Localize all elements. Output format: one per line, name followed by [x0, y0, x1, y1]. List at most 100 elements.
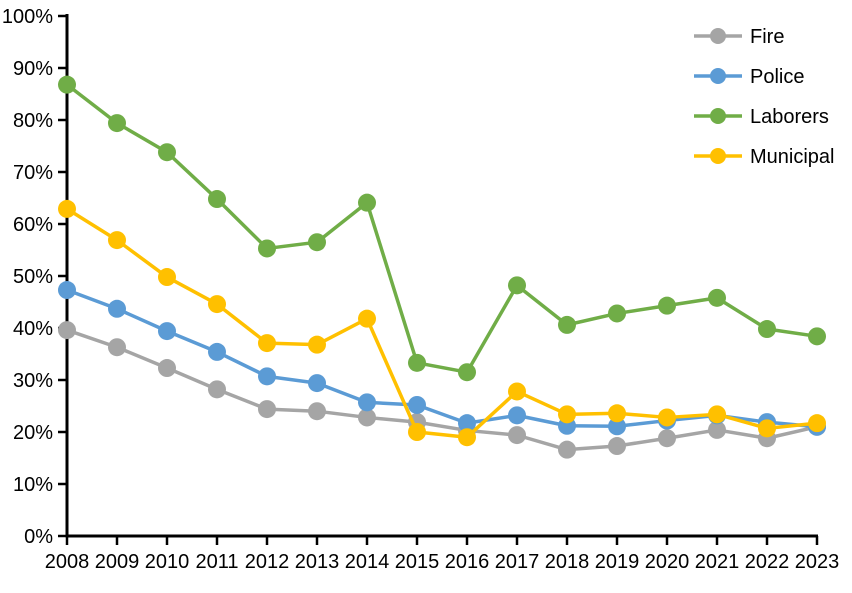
y-tick-label: 50%: [13, 266, 53, 288]
data-point-municipal-2022: [758, 419, 776, 438]
y-tick-label: 40%: [13, 318, 53, 340]
legend-item-police: Police: [694, 66, 804, 88]
series-line-police: [65, 288, 819, 429]
x-tick-label: 2014: [345, 551, 390, 573]
data-point-police-2013: [308, 374, 326, 393]
data-point-municipal-2013: [308, 335, 326, 354]
legend-item-laborers: Laborers: [694, 106, 829, 128]
legend: Fire Police Laborers Municipal: [694, 26, 834, 168]
series-line-fire: [65, 328, 819, 452]
data-point-fire-2009: [108, 338, 126, 357]
legend-marker-fire-icon: [710, 28, 726, 44]
data-point-laborers-2012: [258, 239, 276, 258]
data-point-fire-2012: [258, 400, 276, 419]
legend-item-municipal: Municipal: [694, 146, 834, 168]
data-point-municipal-2017: [508, 382, 526, 401]
data-point-municipal-2020: [658, 408, 676, 427]
data-point-fire-2021: [708, 420, 726, 439]
data-point-laborers-2016: [458, 363, 476, 382]
x-tick-label: 2023: [795, 551, 840, 573]
data-point-municipal-2011: [208, 295, 226, 314]
axes: [65, 14, 818, 538]
x-tick-label: 2015: [395, 551, 440, 573]
data-point-municipal-2021: [708, 405, 726, 424]
data-point-police-2016: [458, 414, 476, 433]
series-line-laborers: [65, 82, 819, 374]
data-point-laborers-2011: [208, 190, 226, 209]
data-point-laborers-2019: [608, 304, 626, 323]
data-point-municipal-2008: [58, 199, 76, 218]
data-point-police-2009: [108, 299, 126, 318]
data-point-municipal-2009: [108, 231, 126, 250]
data-point-fire-2018: [558, 440, 576, 459]
data-point-laborers-2014: [358, 193, 376, 212]
data-point-laborers-2021: [708, 288, 726, 307]
y-tick-label: 0%: [24, 526, 53, 548]
data-point-police-2011: [208, 342, 226, 361]
y-tick-label: 70%: [13, 162, 53, 184]
data-point-laborers-2008: [58, 75, 76, 94]
data-point-laborers-2022: [758, 320, 776, 339]
series-municipal: [58, 199, 826, 447]
data-point-police-2015: [408, 395, 426, 414]
data-point-fire-2017: [508, 426, 526, 445]
data-point-municipal-2012: [258, 334, 276, 353]
data-point-police-2017: [508, 406, 526, 425]
data-point-municipal-2018: [558, 405, 576, 424]
data-point-laborers-2010: [158, 143, 176, 162]
x-tick-label: 2022: [745, 551, 790, 573]
x-tick-label: 2017: [495, 551, 540, 573]
x-axis-ticks: 2008 2009 2010 2011 2012 2013 2014 2015 2016 2017…: [45, 536, 840, 573]
data-point-laborers-2015: [408, 353, 426, 372]
series-laborers: [58, 75, 826, 382]
x-tick-label: 2011: [195, 551, 238, 573]
y-axis-ticks: 0% 10% 20% 30% 40% 50% 60% 70% 80% 90% 100%: [2, 6, 67, 548]
x-tick-label: 2008: [45, 551, 90, 573]
data-point-fire-2013: [308, 402, 326, 421]
x-tick-label: 2013: [295, 551, 340, 573]
data-point-police-2008: [58, 281, 76, 300]
data-point-municipal-2019: [608, 404, 626, 423]
data-point-fire-2014: [358, 408, 376, 427]
legend-marker-police-icon: [710, 68, 726, 84]
x-tick-label: 2021: [695, 551, 740, 573]
data-point-fire-2020: [658, 429, 676, 448]
legend-label-police: Police: [750, 66, 804, 88]
data-point-municipal-2015: [408, 423, 426, 441]
x-tick-label: 2018: [545, 551, 590, 573]
x-tick-label: 2010: [145, 551, 190, 573]
y-tick-label: 20%: [13, 422, 53, 444]
data-point-police-2019: [608, 417, 626, 436]
data-point-fire-2008: [58, 321, 76, 340]
x-tick-label: 2009: [95, 551, 140, 573]
legend-label-fire: Fire: [750, 26, 784, 48]
x-tick-label: 2012: [245, 551, 290, 573]
y-tick-label: 100%: [2, 6, 53, 28]
data-point-laborers-2020: [658, 296, 676, 315]
data-point-police-2012: [258, 367, 276, 386]
legend-marker-laborers-icon: [710, 108, 726, 124]
y-tick-label: 30%: [13, 370, 53, 392]
y-tick-label: 80%: [13, 110, 53, 132]
x-tick-label: 2020: [645, 551, 690, 573]
series-line-municipal: [65, 207, 819, 439]
x-tick-label: 2016: [445, 551, 490, 573]
x-tick-label: 2019: [595, 551, 640, 573]
data-point-police-2010: [158, 322, 176, 341]
legend-label-laborers: Laborers: [750, 106, 829, 128]
data-point-municipal-2010: [158, 268, 176, 287]
y-tick-label: 10%: [13, 474, 53, 496]
data-point-fire-2019: [608, 437, 626, 456]
data-point-fire-2011: [208, 380, 226, 399]
legend-label-municipal: Municipal: [750, 146, 834, 168]
series-fire: [58, 321, 826, 459]
legend-item-fire: Fire: [694, 26, 784, 48]
data-point-laborers-2023: [808, 327, 826, 346]
data-point-municipal-2023: [808, 414, 826, 433]
data-point-fire-2010: [158, 359, 176, 378]
y-tick-label: 60%: [13, 214, 53, 236]
data-point-police-2014: [358, 393, 376, 412]
legend-marker-municipal-icon: [710, 148, 726, 164]
data-point-laborers-2013: [308, 233, 326, 252]
